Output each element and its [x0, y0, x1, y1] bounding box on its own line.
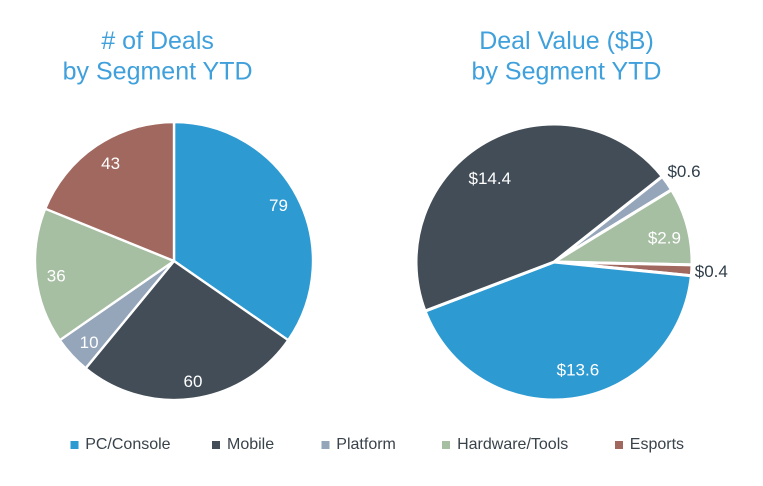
- svg-text:43: 43: [101, 154, 120, 173]
- svg-text:$0.6: $0.6: [667, 162, 700, 181]
- svg-text:$13.6: $13.6: [557, 361, 600, 380]
- svg-text:by Segment YTD: by Segment YTD: [472, 58, 662, 86]
- svg-text:$0.4: $0.4: [695, 262, 728, 281]
- svg-text:79: 79: [269, 196, 288, 215]
- svg-text:10: 10: [80, 333, 99, 352]
- svg-text:Deal Value ($B): Deal Value ($B): [479, 27, 654, 55]
- svg-text:by Segment YTD: by Segment YTD: [63, 58, 253, 86]
- svg-text:Hardware/Tools: Hardware/Tools: [457, 436, 568, 453]
- svg-text:# of Deals: # of Deals: [101, 27, 214, 55]
- svg-text:Esports: Esports: [630, 436, 684, 453]
- svg-text:Platform: Platform: [336, 436, 396, 453]
- svg-text:$14.4: $14.4: [469, 169, 512, 188]
- svg-text:60: 60: [184, 372, 203, 391]
- svg-text:$2.9: $2.9: [648, 228, 681, 247]
- svg-text:36: 36: [47, 266, 66, 285]
- svg-text:Mobile: Mobile: [227, 436, 274, 453]
- svg-text:PC/Console: PC/Console: [85, 436, 170, 453]
